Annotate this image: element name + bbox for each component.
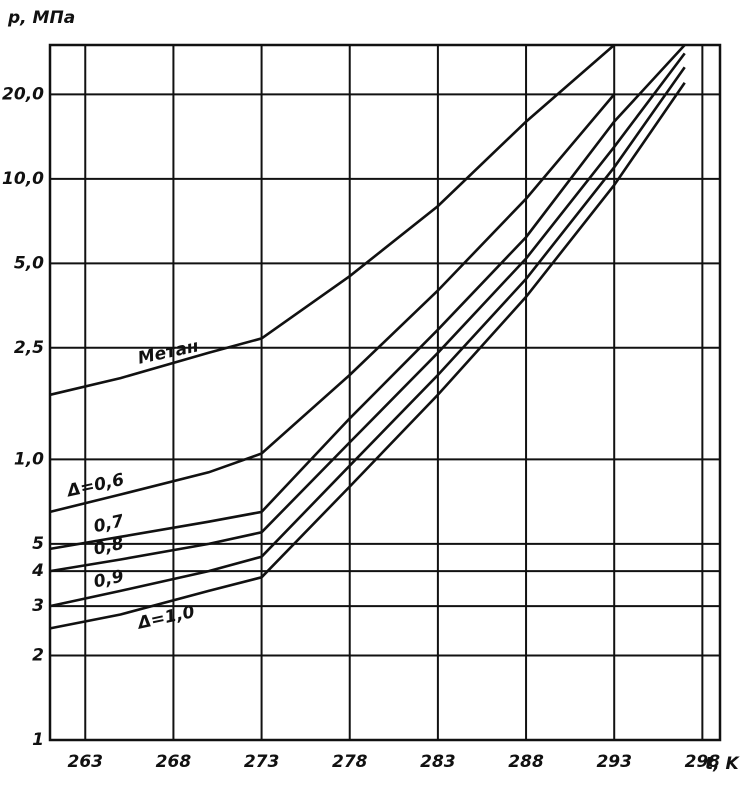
x-tick-label: 298: [685, 752, 721, 772]
y-tick-label: 1: [32, 730, 44, 750]
curve-label: 0,8: [92, 534, 126, 560]
x-axis-label: t, K: [705, 754, 741, 774]
x-tick-label: 273: [244, 752, 280, 772]
x-tick-label: 293: [596, 752, 632, 772]
x-tick-label: 288: [508, 752, 544, 772]
x-tick-label: 278: [332, 752, 368, 772]
y-tick-label: 3: [32, 596, 44, 616]
curve: [49, 82, 686, 630]
curve: [49, 44, 616, 397]
y-tick-label: 2: [32, 646, 44, 666]
x-tick-label: 268: [156, 752, 192, 772]
curve: [49, 66, 686, 608]
plot-frame: [48, 43, 722, 742]
curve: [49, 93, 616, 514]
curve: [49, 52, 686, 573]
x-tick-label: 283: [420, 752, 456, 772]
y-tick-label: 5: [32, 534, 44, 554]
y-tick-label: 4: [31, 561, 44, 581]
curve-label: Δ=0,6: [64, 470, 127, 502]
y-axis-label: p, МПа: [7, 8, 75, 28]
y-tick-label: 1,0: [14, 449, 44, 469]
y-tick-label: 20,0: [2, 84, 44, 104]
y-tick-label: 5,0: [14, 253, 44, 273]
curve: [49, 44, 686, 551]
y-tick-label: 2,5: [14, 338, 44, 358]
x-tick-label: 263: [68, 752, 104, 772]
y-tick-label: 10,0: [2, 169, 44, 189]
